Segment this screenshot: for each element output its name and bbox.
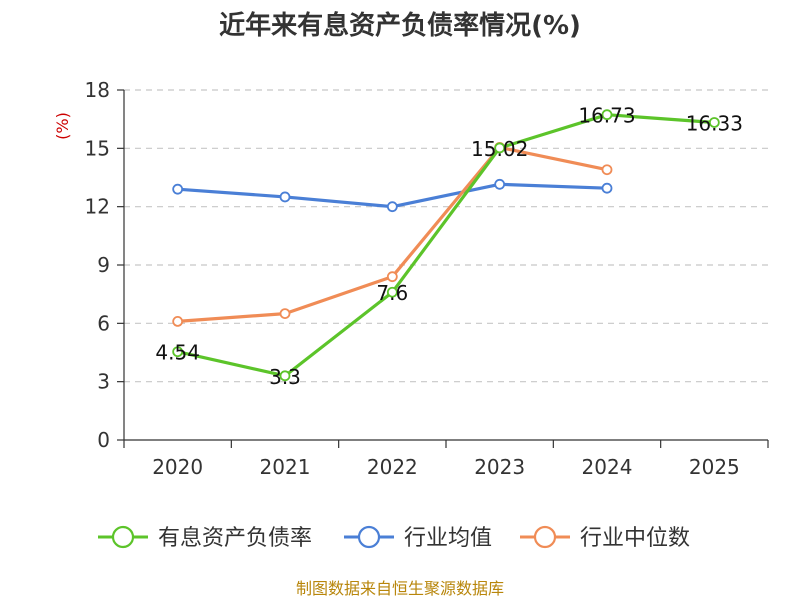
y-tick-label: 15: [85, 136, 110, 160]
data-point: [386, 201, 398, 213]
data-point: [601, 182, 613, 194]
data-label: 16.33: [686, 111, 743, 135]
data-label: 7.6: [376, 281, 408, 305]
chart-title: 近年来有息资产负债率情况(%): [219, 10, 581, 41]
legend: 有息资产负债率 行业均值 行业中位数: [98, 525, 690, 551]
y-tick-label: 9: [97, 253, 110, 277]
data-point: [386, 286, 398, 298]
data-label: 15.02: [471, 137, 528, 161]
x-tick-label: 2021: [260, 455, 311, 479]
legend-label: 有息资产负债率: [158, 526, 312, 551]
data-point: [708, 117, 720, 128]
series-line: [176, 113, 716, 378]
y-tick-label: 0: [97, 428, 110, 452]
y-tick-label: 18: [85, 78, 110, 102]
y-tick-label: 12: [85, 195, 110, 219]
data-point: [172, 346, 184, 358]
x-tick-label: 2023: [474, 455, 525, 479]
data-point: [279, 191, 291, 203]
y-tick-label: 6: [97, 311, 110, 335]
y-tick-label: 3: [97, 370, 110, 394]
legend-swatch-marker: [357, 525, 381, 549]
data-point: [494, 178, 506, 190]
source-note: 制图数据来自恒生聚源数据库: [296, 579, 504, 598]
x-tick-label: 2024: [582, 455, 633, 479]
data-label: 16.73: [578, 104, 635, 128]
x-tick-label: 2020: [152, 455, 203, 479]
series-lines: [172, 109, 720, 382]
axes: 0 3 6 9 12 15 18 2020 2021 2022 2023 2024 2025: [85, 78, 769, 479]
data-point: [279, 370, 291, 382]
data-labels: 4.54 3.3 7.6 15.02 16.73 16.33: [155, 104, 743, 389]
gridlines: [124, 89, 768, 383]
data-point: [172, 183, 184, 195]
legend-swatch-marker: [533, 525, 557, 549]
x-tick-label: 2022: [367, 455, 418, 479]
data-point: [494, 142, 506, 154]
data-point: [601, 109, 613, 121]
x-tick-label: 2025: [689, 455, 740, 479]
data-label: 3.3: [269, 365, 301, 389]
data-point: [386, 271, 398, 283]
data-label: 4.54: [155, 341, 200, 365]
legend-label: 行业中位数: [580, 526, 690, 551]
data-point: [601, 164, 613, 176]
legend-label: 行业均值: [404, 526, 492, 551]
y-axis-label: (%): [53, 112, 72, 140]
legend-swatch-marker: [111, 525, 135, 549]
data-point: [172, 315, 184, 327]
data-point: [279, 308, 291, 320]
